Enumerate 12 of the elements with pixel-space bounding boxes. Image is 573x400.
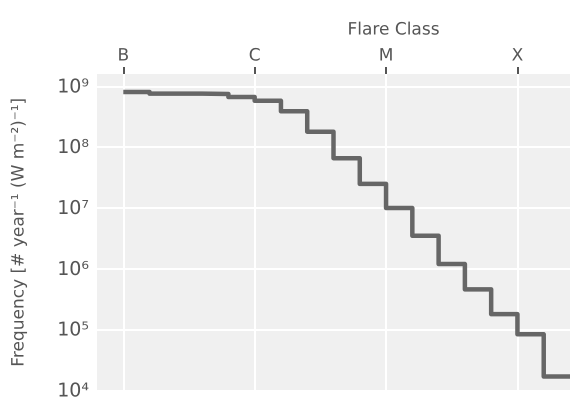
x-tick-label: X (512, 46, 524, 66)
y-tick-label: 10⁷ (57, 197, 89, 220)
x-tick-label: M (378, 46, 394, 66)
y-axis-title: Frequency [# year⁻¹ (W m⁻²)⁻¹] (8, 98, 28, 367)
y-tick-label: 10⁵ (57, 318, 89, 341)
y-tick-label: 10⁴ (57, 380, 90, 400)
x-tick-label: B (117, 46, 130, 66)
y-tick-label: 10⁸ (57, 136, 89, 158)
x-axis-title: Flare Class (347, 20, 440, 40)
y-tick-label: 10⁹ (57, 75, 89, 98)
y-tick-label: 10⁶ (57, 258, 89, 280)
x-tick-label: C (248, 46, 261, 66)
